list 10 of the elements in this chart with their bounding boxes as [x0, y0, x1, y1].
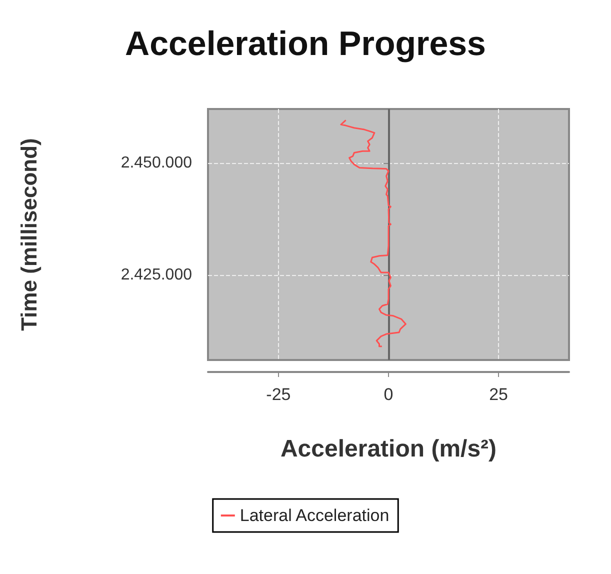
x-tick-label: 25 [489, 385, 508, 404]
chart-title: Acceleration Progress [125, 25, 486, 63]
x-tick-label: -25 [266, 385, 291, 404]
y-tick-label: 2.450.000 [120, 154, 192, 172]
y-tick-label: 2.425.000 [120, 266, 192, 284]
x-tick-label: 0 [384, 385, 394, 404]
y-axis-title: Time (millisecond) [16, 138, 42, 331]
x-axis-title: Acceleration (m/s²) [280, 436, 497, 462]
legend-label: Lateral Acceleration [240, 506, 390, 525]
line-series [340, 119, 406, 348]
